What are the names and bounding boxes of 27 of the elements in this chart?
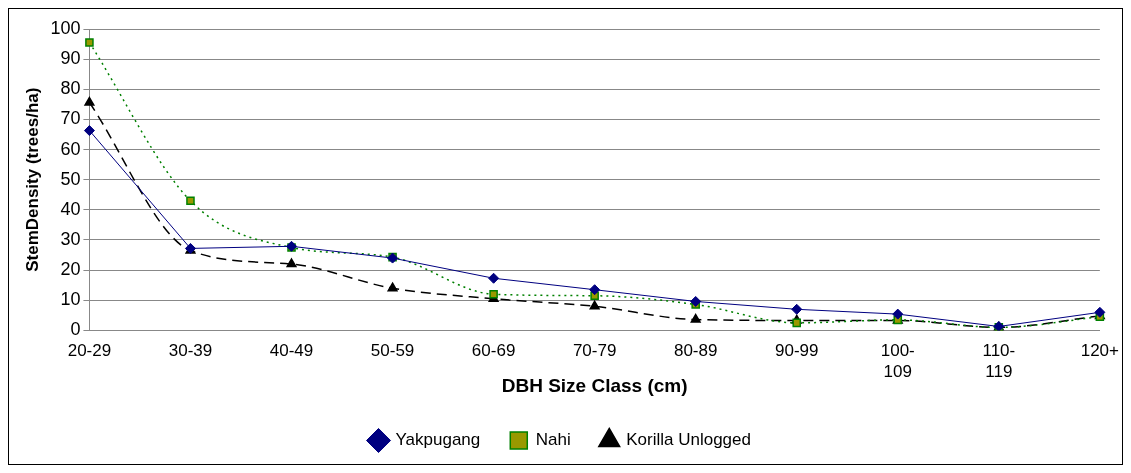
y-tick-label: 100 — [50, 17, 81, 38]
x-tick-label: 30-39 — [168, 341, 213, 361]
y-tick-label: 10 — [60, 289, 81, 310]
x-axis-title: DBH Size Class (cm) — [501, 374, 688, 396]
x-tick-label: 50-59 — [370, 341, 415, 361]
y-tick-label: 50 — [60, 168, 81, 189]
y-axis-title: StemDensity (trees/ha) — [22, 87, 42, 272]
y-tick-label: 90 — [60, 48, 81, 69]
legend-label: Yakpugang — [395, 430, 481, 450]
x-tick-label: 60-69 — [471, 341, 516, 361]
x-tick-label: 110-119 — [982, 341, 1016, 381]
x-tick-label: 40-49 — [269, 341, 314, 361]
legend-label: Korilla Unlogged — [626, 430, 751, 450]
x-tick-label: 20-29 — [67, 341, 112, 361]
y-tick-label: 70 — [60, 108, 81, 129]
y-tick-label: 30 — [60, 228, 81, 249]
x-tick-label: 70-79 — [572, 341, 617, 361]
y-tick-label: 80 — [60, 78, 81, 99]
legend-label: Nahi — [535, 430, 571, 450]
x-tick-label: 100-109 — [880, 341, 915, 381]
y-tick-label: 60 — [60, 138, 81, 159]
y-tick-label: 20 — [60, 259, 81, 280]
y-tick-label: 40 — [60, 198, 81, 219]
x-tick-label: 90-99 — [774, 341, 819, 361]
x-tick-label: 80-89 — [673, 341, 718, 361]
y-tick-label: 0 — [70, 319, 81, 340]
x-tick-label: 120+ — [1080, 341, 1120, 361]
